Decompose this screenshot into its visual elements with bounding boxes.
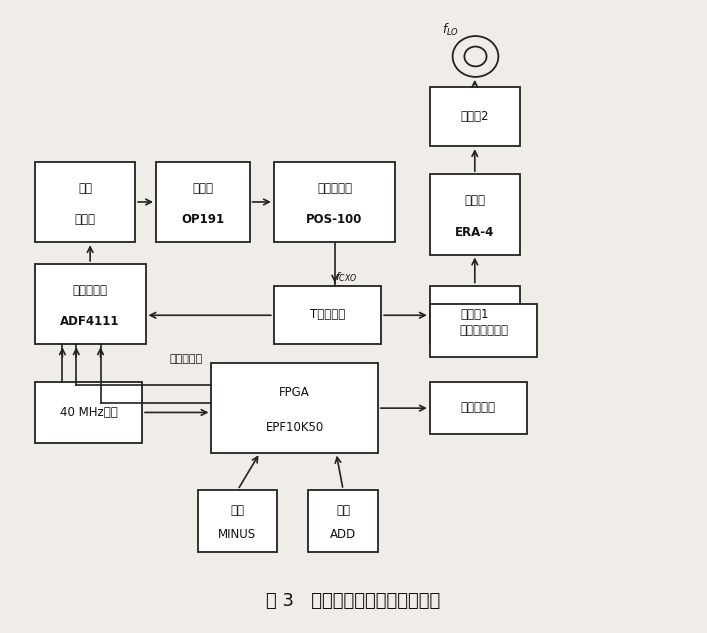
Text: FPGA: FPGA <box>279 386 310 399</box>
Text: $f_{CXO}$: $f_{CXO}$ <box>335 270 357 284</box>
Bar <box>430 285 520 344</box>
Text: ADF4111: ADF4111 <box>60 315 120 329</box>
Bar <box>156 161 250 242</box>
Text: 图 3   数字锁相式频率源结构框图: 图 3 数字锁相式频率源结构框图 <box>267 592 440 610</box>
Text: 压控振荡器: 压控振荡器 <box>317 182 352 195</box>
Text: $f_{LO}$: $f_{LO}$ <box>442 22 459 38</box>
Text: MINUS: MINUS <box>218 528 257 541</box>
Bar <box>35 161 135 242</box>
Text: 电源及系统复位: 电源及系统复位 <box>459 324 508 337</box>
Text: 40 MHz晶振: 40 MHz晶振 <box>59 406 117 419</box>
Bar <box>35 264 146 344</box>
Text: T型分路器: T型分路器 <box>310 308 345 322</box>
Text: 按键: 按键 <box>336 504 350 517</box>
Bar <box>308 490 378 552</box>
Text: 放大器: 放大器 <box>464 194 485 207</box>
Text: ADD: ADD <box>330 528 356 541</box>
Text: POS-100: POS-100 <box>306 213 363 226</box>
Text: 频率综合器: 频率综合器 <box>73 284 107 297</box>
Text: ERA-4: ERA-4 <box>455 225 494 239</box>
Bar <box>430 382 527 434</box>
Text: 滤波器: 滤波器 <box>74 213 95 226</box>
Bar <box>274 161 395 242</box>
Bar <box>35 382 142 444</box>
Bar <box>274 285 381 344</box>
Bar <box>430 304 537 357</box>
Text: 频率控制字: 频率控制字 <box>170 354 203 363</box>
Text: OP191: OP191 <box>181 213 224 226</box>
Text: EPF10K50: EPF10K50 <box>265 421 324 434</box>
Text: 数码显示管: 数码显示管 <box>461 401 496 415</box>
Bar <box>211 363 378 453</box>
Text: 衰减器1: 衰减器1 <box>460 308 489 322</box>
Bar <box>430 174 520 254</box>
Text: 环路: 环路 <box>78 182 92 195</box>
Bar <box>430 87 520 146</box>
Text: 按键: 按键 <box>230 504 245 517</box>
Bar <box>197 490 277 552</box>
Text: 放大器: 放大器 <box>192 182 214 195</box>
Text: 衰减器2: 衰减器2 <box>460 110 489 123</box>
